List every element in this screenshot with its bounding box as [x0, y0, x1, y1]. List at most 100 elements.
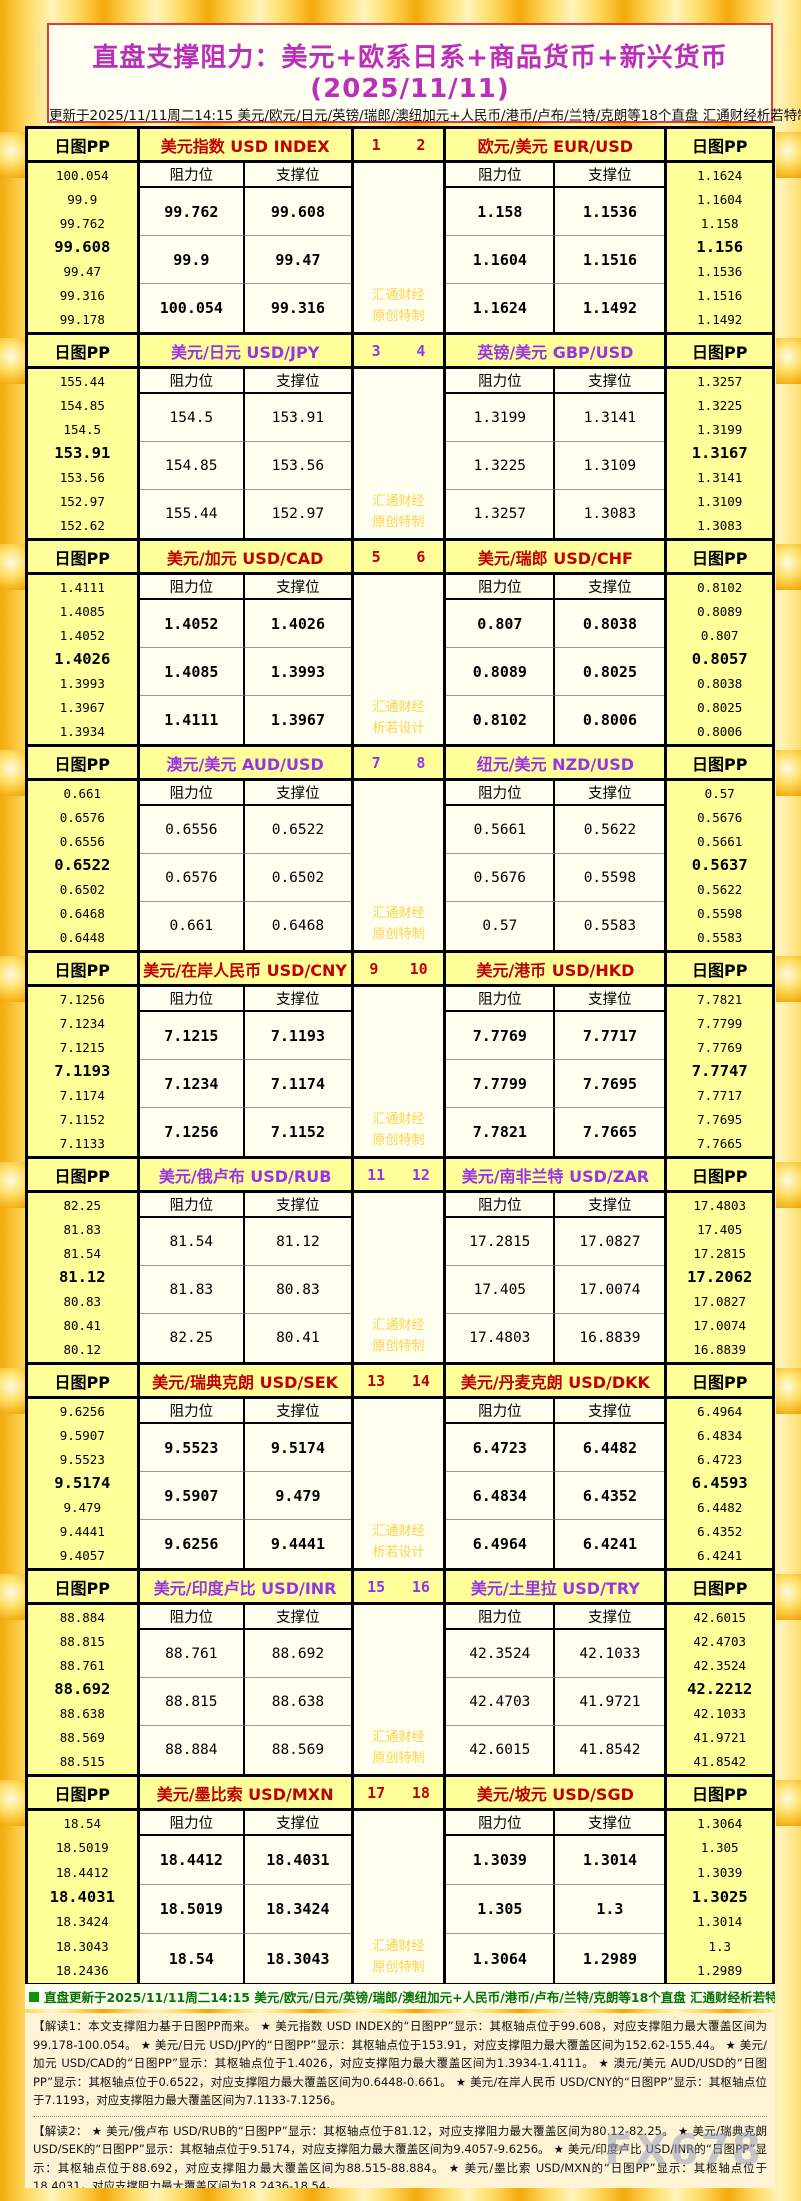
pair-index-right: 12 [411, 1165, 430, 1184]
resistance-value: 0.8102 [446, 696, 556, 744]
pair-column-right: 美元/坡元 USD/SGD 阻力位 支撑位 1.3039 1.3014 1.305 1.3 1… [446, 1777, 668, 1983]
pp-values: 0.661 0.6576 0.6556 0.6522 0.6502 0.6468 0.644… [28, 781, 137, 950]
resistance-value: 1.158 [446, 188, 556, 236]
frame-bump-decoration [0, 750, 25, 796]
pp-header: 日图PP [28, 1571, 137, 1605]
watermark-line-1: 汇通财经 [372, 288, 425, 303]
levels-table: 阻力位 支撑位 99.762 99.608 99.9 99.47 100.054 99.316 [139, 163, 351, 332]
resistance-value: 7.1256 [140, 1108, 246, 1156]
pair-index-left: 5 [371, 547, 381, 566]
pair-index-right: 8 [416, 753, 426, 772]
resistance-value: 17.2815 [446, 1218, 556, 1266]
pp-values: 9.6256 9.5907 9.5523 9.5174 9.479 9.4441 9.405… [28, 1399, 137, 1568]
levels-table: 阻力位 支撑位 0.6556 0.6522 0.6576 0.6502 0.661 0.646… [139, 781, 351, 950]
pp-value: 7.7695 [697, 1112, 743, 1128]
watermark-line-1: 汇通财经 [372, 1939, 425, 1954]
pair-column-left: 美元/瑞典克朗 USD/SEK 阻力位 支撑位 9.5523 9.5174 9.5907 9… [139, 1365, 354, 1568]
support-value: 0.8025 [555, 648, 665, 696]
pp-values: 0.8102 0.8089 0.807 0.8057 0.8038 0.8025 0.800… [667, 575, 773, 744]
pp-column-right: 日图PP 1.3064 1.305 1.3039 1.3025 1.3014 1.3 1.29… [667, 1777, 773, 1983]
support-value: 7.7695 [555, 1060, 665, 1108]
pp-value: 80.83 [63, 1294, 102, 1310]
pp-header: 日图PP [28, 953, 137, 987]
pp-header: 日图PP [667, 1571, 773, 1605]
watermark-line-2: 原创特制 [372, 309, 425, 324]
watermark: 汇通财经 原创特制 [353, 369, 444, 538]
resistance-value: 17.4803 [446, 1314, 556, 1362]
pp-value: 1.3083 [697, 518, 743, 534]
support-value: 99.608 [245, 188, 351, 236]
frame-bump-decoration [0, 1574, 25, 1620]
notes-panel: 【解读1：本文支撑阻力基于日图PP而来。 ★ 美元指数 USD INDEX的“日… [25, 2013, 775, 2188]
support-value: 1.1516 [555, 236, 665, 284]
pp-value: 88.638 [59, 1706, 105, 1722]
levels-table: 阻力位 支撑位 1.4052 1.4026 1.4085 1.3993 1.4111 1.39… [139, 575, 351, 744]
pp-value: 17.2815 [693, 1245, 747, 1261]
pair-column-right: 欧元/美元 EUR/USD 阻力位 支撑位 1.158 1.1536 1.1604 1.15… [446, 129, 668, 332]
pp-value: 7.7665 [697, 1136, 743, 1152]
support-header: 支撑位 [555, 987, 665, 1012]
pp-values: 18.54 18.5019 18.4412 18.4031 18.3424 18.3043… [28, 1811, 137, 1983]
resistance-value: 18.5019 [139, 1885, 246, 1934]
pp-header: 日图PP [28, 129, 137, 163]
pp-value: 152.97 [59, 494, 105, 510]
pp-value: 7.1193 [54, 1062, 111, 1081]
support-value: 41.9721 [555, 1678, 665, 1726]
currency-block: 日图PP 82.25 81.83 81.54 81.12 80.83 80.41 80.12 美… [28, 1159, 773, 1365]
index-column: 17 18 汇通财经 原创特制 [353, 1777, 447, 1983]
pp-value: 1.3167 [691, 444, 748, 463]
pair-index-left: 9 [369, 959, 379, 978]
pp-value: 99.608 [54, 238, 111, 257]
pp-value: 9.6256 [59, 1403, 105, 1419]
green-square-icon [29, 1991, 39, 2002]
pair-column-right: 美元/丹麦克朗 USD/DKK 阻力位 支撑位 6.4723 6.4482 6.4834 6… [446, 1365, 668, 1568]
pp-value: 99.47 [63, 264, 102, 280]
pp-value: 155.44 [59, 373, 105, 389]
pp-value: 1.2989 [697, 1963, 743, 1979]
levels-table: 阻力位 支撑位 1.3039 1.3014 1.305 1.3 1.3064 1.2989 [446, 1811, 665, 1983]
support-header: 支撑位 [245, 987, 351, 1012]
frame-bump-decoration [776, 1162, 801, 1208]
pp-value: 1.3257 [697, 373, 743, 389]
pp-value: 1.305 [700, 1840, 739, 1856]
resistance-value: 1.1624 [446, 284, 556, 332]
pp-value: 17.405 [697, 1221, 743, 1237]
support-value: 1.3083 [583, 506, 637, 522]
pp-value: 1.4085 [59, 603, 105, 619]
pp-value: 17.2062 [687, 1268, 753, 1287]
support-value: 152.97 [271, 506, 325, 522]
pp-value: 0.5637 [691, 856, 748, 875]
support-value: 1.4026 [245, 600, 351, 648]
index-column: 13 14 汇通财经 析若设计 [353, 1365, 447, 1568]
support-header: 支撑位 [245, 163, 351, 188]
index-column: 1 2 汇通财经 原创特制 [353, 129, 447, 332]
pp-value: 0.807 [700, 627, 739, 643]
note-2: 【解读2： ★ 美元/俄卢布 USD/RUB的“日图PP”显示：其枢轴点位于81… [33, 2123, 767, 2189]
pp-value: 6.4964 [697, 1403, 743, 1419]
pair-title: 美元/俄卢布 USD/RUB [139, 1159, 351, 1193]
support-value: 80.41 [276, 1330, 320, 1346]
support-value: 0.6522 [245, 806, 351, 854]
pp-values: 1.4111 1.4085 1.4052 1.4026 1.3993 1.3967 1.39… [28, 575, 137, 744]
pp-values: 100.054 99.9 99.762 99.608 99.47 99.316 99.178 [28, 163, 137, 332]
update-bar: 直盘更新于2025/11/11周二14:15 美元/欧元/日元/英镑/瑞郎/澳纽… [25, 1984, 775, 2009]
pp-value: 16.8839 [693, 1342, 747, 1358]
pp-value: 18.2436 [55, 1963, 109, 1979]
resistance-value: 0.8089 [446, 648, 556, 696]
resistance-value: 88.815 [139, 1678, 246, 1726]
page-subtitle: 更新于2025/11/11周二14:15 美元/欧元/日元/英镑/瑞郎/澳纽加元… [49, 108, 801, 124]
pp-value: 1.3225 [697, 397, 743, 413]
support-header: 支撑位 [555, 1399, 665, 1424]
levels-table: 阻力位 支撑位 81.54 81.12 81.83 80.83 82.25 80.41 [139, 1193, 351, 1362]
support-value: 17.0827 [555, 1218, 665, 1266]
rates-table: 日图PP 100.054 99.9 99.762 99.608 99.47 99.316 99… [25, 126, 775, 1986]
pair-title: 纽元/美元 NZD/USD [446, 747, 665, 781]
title-box: 直盘支撑阻力：美元+欧系日系+商品货币+新兴货币(2025/11/11) 更新于… [47, 23, 801, 124]
resistance-header: 阻力位 [139, 781, 246, 806]
pp-header: 日图PP [667, 1365, 773, 1399]
pp-column-right: 日图PP 7.7821 7.7799 7.7769 7.7747 7.7717 7.7695… [667, 953, 773, 1156]
resistance-header: 阻力位 [446, 781, 556, 806]
support-value: 0.6468 [271, 918, 325, 934]
pp-column-left: 日图PP 100.054 99.9 99.762 99.608 99.47 99.316 99… [28, 129, 140, 332]
pp-value: 1.1516 [697, 288, 743, 304]
